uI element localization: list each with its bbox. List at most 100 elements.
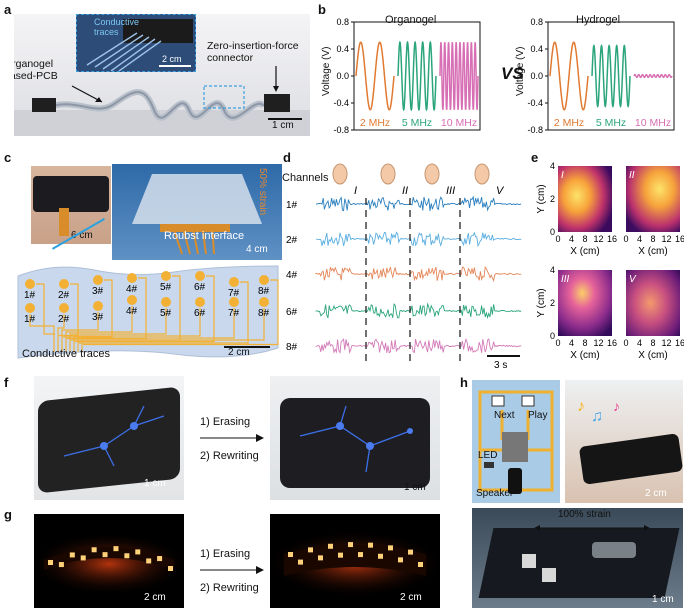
- panel-label-d: d: [283, 150, 291, 165]
- pcb-pad: [25, 303, 35, 313]
- panel-g-left-photo: 2 cm: [34, 514, 184, 608]
- music-note-icon: ♪: [577, 398, 585, 415]
- led-label: LED: [478, 450, 498, 461]
- x-tick-label: 12: [661, 234, 671, 244]
- series-line-2mhz: [549, 41, 589, 111]
- wrist-h-scale-label: 2 cm: [645, 488, 667, 499]
- channel-label: 2#: [286, 235, 298, 246]
- music-note-3-icon: ♪: [613, 398, 620, 414]
- channels-label: Channels: [282, 172, 329, 184]
- y-tick-label: -0.4: [527, 98, 543, 108]
- pad-label: 3#: [92, 312, 104, 323]
- panel-label-c: c: [4, 150, 12, 165]
- heatmap-II: [626, 166, 680, 232]
- panel-c-interface-photo: Roubst interface 50% strain 4 cm: [112, 164, 282, 260]
- f-step1: 1) Erasing: [200, 416, 251, 428]
- pcb-pad: [127, 273, 137, 283]
- time-scale-label: 3 s: [494, 360, 507, 370]
- g-arrow: [200, 566, 264, 574]
- pcb-pad: [25, 279, 35, 289]
- led-dot: [91, 547, 97, 553]
- x-tick-label: 16: [607, 234, 617, 244]
- pcb-trace: [69, 308, 167, 352]
- series-line-10mhz: [633, 73, 673, 79]
- emg-trace: [315, 266, 522, 283]
- panel-h-circuit-diagram: Next Play LED Speaker: [472, 380, 560, 503]
- x-tick-label: 8: [582, 338, 587, 348]
- versus-label: VS: [501, 64, 524, 83]
- series-label: 2 MHz: [554, 117, 584, 129]
- x-tick-label: 4: [637, 338, 642, 348]
- pcb-trace: [61, 312, 99, 352]
- y-tick-label: -0.4: [333, 98, 349, 108]
- panel-d-emg-signals: I II III V1#2#4#6#8#3 s: [286, 163, 522, 370]
- gesture-label: I: [354, 185, 357, 197]
- g-step1: 1) Erasing: [200, 548, 251, 560]
- hydrogel-title: Hydrogel: [576, 14, 621, 26]
- pad-label: 4#: [126, 284, 138, 295]
- led-dot: [338, 552, 343, 558]
- y-tick-label: 0: [550, 227, 555, 237]
- led-dot: [58, 562, 64, 568]
- led-dot: [318, 555, 323, 561]
- pcb-trace: [77, 308, 235, 352]
- pcb-trace: [81, 308, 265, 352]
- photo-scale-label: 4 cm: [246, 244, 268, 255]
- y-tick-label: 2: [550, 298, 555, 308]
- panel-a-arrows: [71, 66, 279, 103]
- organogel-pcb-label: Organogel based-PCB: [14, 58, 58, 82]
- led-dot: [328, 543, 333, 549]
- panel-label-b: b: [318, 2, 326, 17]
- pad-label: 5#: [160, 308, 172, 319]
- hydrogel-ylabel: Voltage (V): [515, 46, 526, 96]
- heatmap-label: V: [629, 274, 637, 285]
- x-tick-label: 16: [607, 338, 617, 348]
- pad-label: 5#: [160, 282, 172, 293]
- gesture-label: III: [446, 185, 455, 197]
- led-dot: [308, 547, 313, 553]
- pcb-pad: [259, 297, 269, 307]
- panel-a-photo: Conductive traces 2 cm Organogel based-P…: [14, 14, 310, 136]
- next-label: Next: [494, 410, 515, 421]
- pad-label: 3#: [92, 286, 104, 297]
- series-label: 10 MHz: [441, 117, 477, 129]
- pad-label: 7#: [228, 308, 240, 319]
- gesture-label: II: [402, 185, 408, 197]
- conductive-traces-label: Conductive traces: [22, 348, 111, 360]
- x-tick-label: 4: [637, 234, 642, 244]
- series-line-10mhz: [439, 42, 479, 110]
- g-step2: 2) Rewriting: [200, 582, 259, 594]
- pad-label: 4#: [126, 306, 138, 317]
- panel-label-e: e: [531, 150, 539, 165]
- led-dot: [124, 553, 130, 559]
- pcb-pad: [229, 277, 239, 287]
- inset-conductive-traces-label: Conductive traces: [94, 17, 140, 37]
- strain-label: 50% strain: [257, 168, 268, 216]
- pcb-trace: [63, 279, 113, 338]
- inset-scale-label: 2 cm: [162, 54, 182, 64]
- y-tick-label: 4: [550, 265, 555, 275]
- pcb-pad: [229, 297, 239, 307]
- x-tick-label: 0: [623, 338, 628, 348]
- f-left-scale-label: 1 cm: [144, 478, 166, 489]
- led-dot: [48, 560, 53, 565]
- y-axis-label: Y (cm): [536, 288, 547, 317]
- y-tick-label: 4: [550, 162, 555, 171]
- x-tick-label: 0: [623, 234, 628, 244]
- pcb-scale-bar: [224, 346, 270, 348]
- g-left-scale-label: 2 cm: [144, 592, 166, 603]
- pad-label: 8#: [258, 286, 270, 297]
- led-dot: [358, 552, 363, 558]
- led-dot: [408, 549, 413, 555]
- y-tick-label: -0.8: [527, 125, 543, 135]
- pcb-trace: [75, 275, 215, 343]
- inset-scale-bar: [159, 65, 191, 67]
- led-dot: [157, 556, 163, 562]
- y-axis-label: Y (cm): [536, 184, 547, 213]
- pcb-trace: [73, 308, 201, 352]
- emg-trace: [315, 337, 522, 354]
- pcb-trace: [65, 306, 133, 352]
- x-tick-label: 4: [569, 234, 574, 244]
- series-label: 2 MHz: [360, 117, 390, 129]
- pcb-pad: [161, 297, 171, 307]
